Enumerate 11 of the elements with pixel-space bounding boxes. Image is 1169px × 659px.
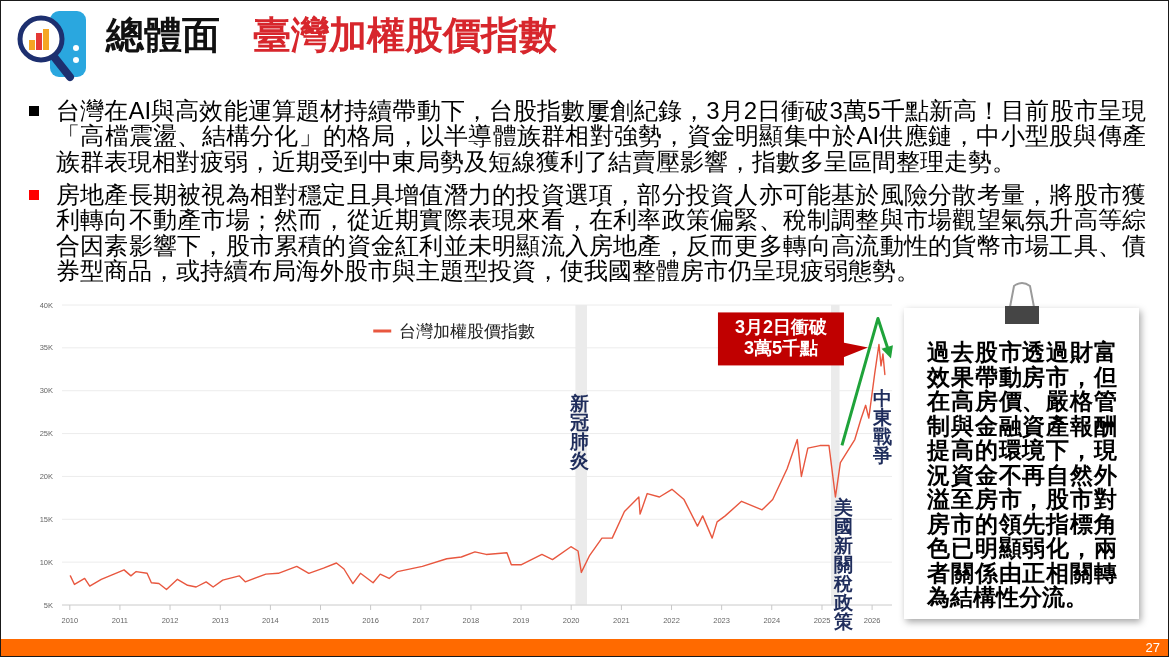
band-label: 美國新關稅政策 xyxy=(833,496,854,632)
chart-title: 總體面 xyxy=(106,14,220,56)
text: 27 xyxy=(1144,640,1160,655)
chart-subtitle: 臺灣加權股價指數 xyxy=(253,14,557,56)
text: 台灣在AI與高效能運算題材持續帶動下，台股指數屢創紀錄，3月2日衝破3萬5千點新高！目前股市呈現「高檔震盪、結構分化」的格局，以半導體族群相對強勢，資金明顯集中於AI供應鏈，中小型股與傳產族群表現相對疲弱，近期受到中東局勢及短線獲利了結賣壓影響，指數多呈區間整理走勢。 xyxy=(56,97,1146,175)
band-label: 新冠肺炎 xyxy=(569,393,590,472)
annotation: 3月2日衝破3萬5千點 xyxy=(733,317,828,360)
annotation: 中東戰爭 xyxy=(872,387,893,466)
text: 過去股市透過財富效果帶動房市，但在高房價、嚴格管制與金融資產報酬提高的環境下，現況資金不再自然外溢至房市，股市對房市的領先指標角色已明顯弱化，兩者關係由正相關轉為結構性分流。 xyxy=(927,339,1117,610)
text: 房地產長期被視為相對穩定且具增值潛力的投資選項，部分投資人亦可能基於風險分散考量，將股市獲利轉向不動產市場；然而，從近期實際表現來看，在利率政策偏緊、稅制調整與市場觀望氣氛升高等綜合因素影響下，股市累積的資金紅利並未明顯流入房地產，反而更多轉向高流動性的貨幣市場工具、債券型商品，或持續布局海外股市與主題型投資，使我國整體房市仍呈現疲弱態勢。 xyxy=(56,181,1146,284)
legend-label: 台灣加權股價指數 xyxy=(399,321,536,341)
